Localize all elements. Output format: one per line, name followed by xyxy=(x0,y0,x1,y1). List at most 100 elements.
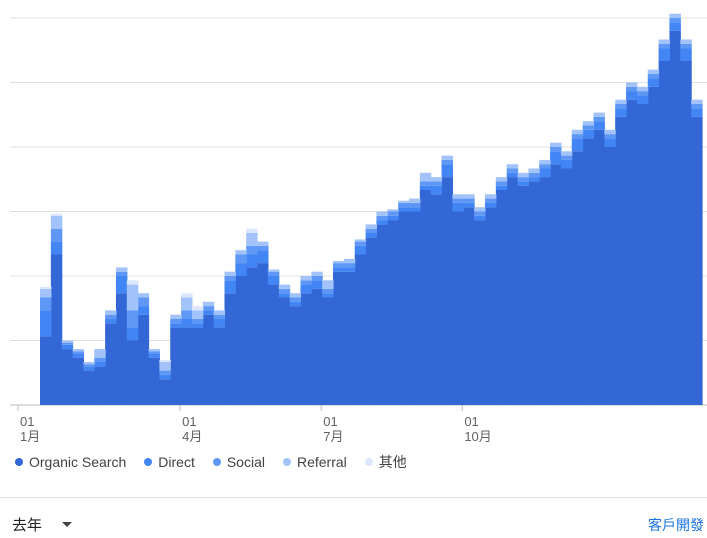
legend-item[interactable]: Direct xyxy=(144,452,195,472)
area-step xyxy=(40,297,52,311)
area-step xyxy=(615,116,627,406)
area-step xyxy=(452,198,464,203)
area-step xyxy=(354,239,367,242)
area-step xyxy=(83,364,95,367)
area-step xyxy=(539,164,551,169)
area-step xyxy=(484,202,497,208)
date-range-selector[interactable]: 去年 xyxy=(12,514,73,535)
area-step xyxy=(213,314,226,319)
area-step xyxy=(94,349,106,358)
area-step xyxy=(115,276,128,294)
area-step xyxy=(126,284,139,311)
legend-item[interactable]: Social xyxy=(212,452,265,472)
area-step xyxy=(506,168,519,173)
area-step xyxy=(181,327,193,405)
area-step xyxy=(506,177,519,405)
area-step xyxy=(560,168,573,405)
area-step xyxy=(376,224,388,405)
area-step xyxy=(181,297,193,311)
area-step xyxy=(691,99,703,104)
area-step xyxy=(463,194,475,199)
area-step xyxy=(636,86,649,92)
area-step xyxy=(343,267,356,272)
area-step xyxy=(441,159,453,165)
area-step xyxy=(105,323,117,405)
area-step xyxy=(376,215,388,221)
legend-item[interactable]: 其他 xyxy=(364,452,407,472)
area-step xyxy=(300,293,312,405)
area-step xyxy=(202,301,215,307)
area-step xyxy=(50,241,63,255)
area-step xyxy=(300,276,312,281)
area-step xyxy=(680,48,692,61)
x-tick-label-month: 10月 xyxy=(464,429,491,444)
legend-dot-icon xyxy=(144,458,153,466)
area-step xyxy=(550,147,562,152)
area-step xyxy=(419,185,432,190)
legend-dot-icon xyxy=(364,458,373,466)
area-step xyxy=(202,306,215,311)
chevron-down-icon xyxy=(62,522,73,527)
area-step xyxy=(604,147,616,405)
area-step xyxy=(300,280,312,285)
date-range-label: 去年 xyxy=(12,517,43,534)
area-step xyxy=(159,362,171,371)
area-step xyxy=(669,22,681,31)
area-step xyxy=(289,301,302,307)
area-step xyxy=(94,357,106,362)
area-step xyxy=(593,116,605,122)
area-step xyxy=(626,82,638,87)
area-step xyxy=(333,260,345,264)
area-step xyxy=(604,129,616,135)
area-step xyxy=(691,116,703,406)
legend-item[interactable]: Referral xyxy=(282,452,347,472)
area-step xyxy=(539,168,551,178)
area-step xyxy=(311,276,323,281)
area-step xyxy=(582,129,595,139)
area-step xyxy=(137,314,150,405)
series-direct xyxy=(40,22,703,380)
area-step xyxy=(387,209,399,212)
area-step xyxy=(517,181,529,186)
area-step xyxy=(148,353,160,358)
area-step xyxy=(680,61,692,405)
area-step xyxy=(441,164,453,178)
legend-label: Direct xyxy=(158,454,195,470)
area-step xyxy=(408,207,421,212)
area-step xyxy=(658,61,671,405)
area-step xyxy=(474,220,486,405)
area-step xyxy=(691,104,703,109)
legend-dot-icon xyxy=(282,458,291,466)
area-step xyxy=(94,362,106,367)
area-step xyxy=(148,349,160,352)
legend-dot-icon xyxy=(212,458,221,466)
series-organic-search xyxy=(40,30,703,406)
area-step xyxy=(593,129,605,406)
area-step xyxy=(170,319,182,324)
report-link[interactable]: 客戶開發 xyxy=(648,517,704,533)
area-step xyxy=(582,138,595,405)
area-step xyxy=(365,224,378,229)
area-step xyxy=(126,280,139,285)
area-step xyxy=(474,215,486,221)
area-step xyxy=(191,310,204,319)
area-step xyxy=(72,357,85,405)
area-step xyxy=(452,211,464,405)
area-step xyxy=(593,112,605,117)
area-step xyxy=(463,198,475,203)
area-step xyxy=(387,215,399,221)
area-step xyxy=(191,306,204,311)
legend-item[interactable]: Organic Search xyxy=(15,452,126,472)
area-step xyxy=(408,211,421,405)
area-step xyxy=(365,237,378,405)
area-step xyxy=(560,155,573,160)
area-step xyxy=(257,263,269,405)
area-step xyxy=(463,207,475,405)
area-step xyxy=(278,297,291,405)
area-step xyxy=(615,108,627,117)
area-step xyxy=(170,323,182,328)
legend-label: Social xyxy=(226,454,265,470)
area-step xyxy=(636,91,649,96)
legend-label: 其他 xyxy=(378,454,407,470)
area-step xyxy=(387,211,399,216)
